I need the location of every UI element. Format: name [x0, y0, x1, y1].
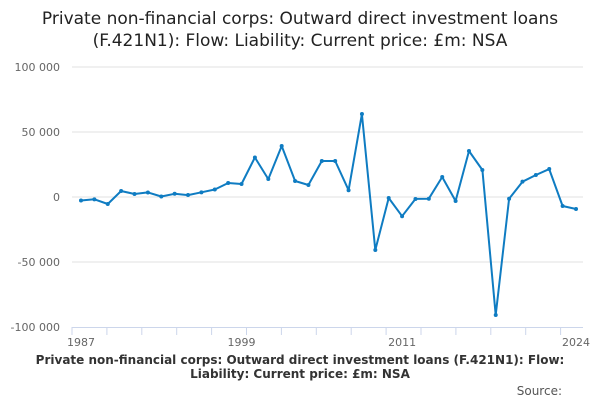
data-point	[333, 158, 338, 163]
data-point	[426, 196, 431, 201]
source-label: Source:	[516, 384, 562, 398]
data-point	[346, 188, 351, 193]
data-point	[119, 189, 124, 194]
data-point	[145, 190, 150, 195]
x-tick-label: 2011	[388, 336, 416, 349]
data-point	[386, 196, 391, 201]
data-point	[560, 203, 565, 208]
data-point	[413, 196, 418, 201]
x-tick-label: 2024	[562, 336, 590, 349]
data-point	[226, 180, 231, 185]
x-tick-label: 1987	[67, 336, 95, 349]
data-point	[480, 167, 485, 172]
data-point	[279, 144, 284, 149]
data-point	[466, 148, 471, 153]
data-point	[105, 202, 110, 207]
data-point	[266, 177, 271, 182]
x-tick-label: 1999	[228, 336, 256, 349]
data-point	[199, 190, 204, 195]
data-point	[79, 198, 83, 203]
y-tick-label: -100 000	[11, 321, 60, 334]
data-point	[319, 158, 324, 163]
data-point	[574, 206, 578, 211]
data-point	[293, 179, 298, 184]
data-point	[453, 199, 458, 204]
data-point	[493, 313, 498, 318]
data-point	[520, 179, 525, 184]
data-point	[186, 193, 191, 198]
data-point	[533, 173, 538, 178]
data-line	[80, 113, 577, 316]
data-point	[132, 192, 137, 197]
data-point	[359, 112, 364, 117]
chart-title: Private non-financial corps: Outward dir…	[41, 9, 559, 51]
line-chart: 100 000 50 000 0 -50 000 -100 000 1987 1999 201…	[11, 61, 590, 349]
data-point	[547, 167, 552, 172]
y-tick-label: -50 000	[18, 256, 60, 269]
y-tick-label: 0	[53, 191, 60, 204]
data-point	[507, 196, 512, 201]
data-point	[373, 248, 378, 253]
data-point	[92, 197, 97, 202]
chart-caption: Private non-financial corps: Outward dir…	[35, 353, 565, 381]
y-tick-label: 100 000	[15, 61, 61, 74]
y-tick-label: 50 000	[22, 126, 61, 139]
data-point	[212, 187, 217, 192]
data-point	[239, 182, 244, 186]
data-point	[172, 191, 177, 196]
data-point	[306, 183, 311, 188]
data-point	[159, 194, 164, 199]
data-point	[440, 174, 445, 179]
data-point	[400, 214, 405, 219]
data-point	[252, 155, 257, 160]
